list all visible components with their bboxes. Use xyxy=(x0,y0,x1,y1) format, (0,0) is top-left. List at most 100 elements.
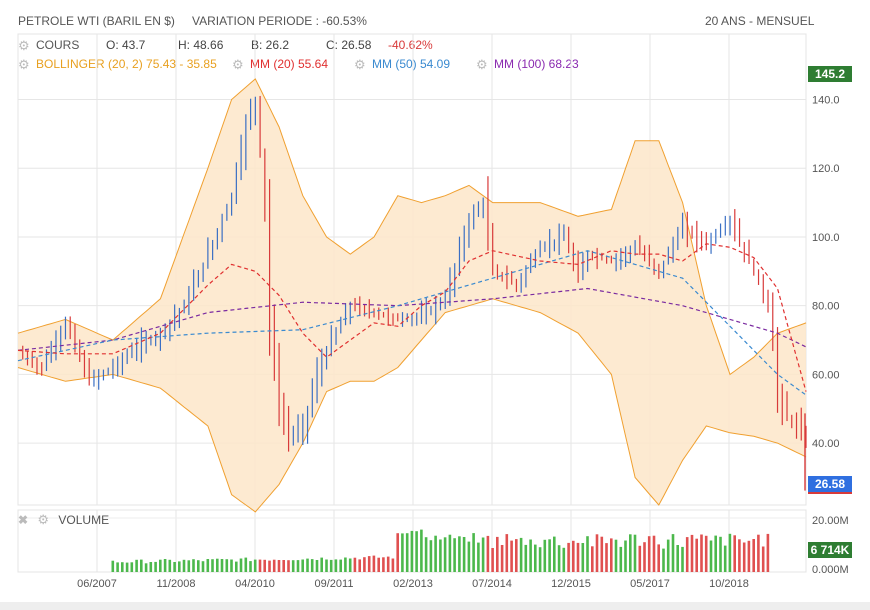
volume-bar xyxy=(220,559,224,572)
volume-bar xyxy=(272,559,276,572)
y-tick-label: 100.0 xyxy=(812,232,840,244)
gear-icon[interactable]: ⚙ xyxy=(37,512,50,527)
volume-bar xyxy=(662,548,665,572)
volume-bar xyxy=(339,559,342,572)
volume-bar xyxy=(690,534,694,572)
volume-bar xyxy=(382,557,385,572)
last-volume-badge: 6 714K xyxy=(808,542,852,558)
volume-bar xyxy=(605,543,608,572)
volume-bar xyxy=(140,559,143,572)
volume-bar xyxy=(405,533,409,572)
volume-bar xyxy=(249,561,252,572)
volume-bar xyxy=(562,547,566,572)
volume-bar xyxy=(576,542,580,572)
high-price-badge: 145.2 xyxy=(808,66,852,82)
volume-bar xyxy=(496,536,499,572)
volume-tick-top: 20.00M xyxy=(812,515,849,527)
volume-bar xyxy=(197,560,200,572)
volume-bar xyxy=(761,546,765,572)
volume-bar xyxy=(439,539,442,572)
close-icon[interactable]: ✖ xyxy=(18,513,29,527)
volume-bar xyxy=(415,531,418,572)
volume-bar xyxy=(216,558,219,572)
volume-bar xyxy=(567,542,570,572)
volume-bar xyxy=(491,548,494,572)
volume-bar xyxy=(647,536,651,572)
mm20-label: MM (20) 55.64 xyxy=(250,57,329,71)
volume-bar xyxy=(519,537,523,572)
gear-icon[interactable]: ⚙ xyxy=(476,57,488,72)
mm100-label: MM (100) 68.23 xyxy=(494,57,579,71)
volume-bar xyxy=(201,561,205,572)
volume-bar xyxy=(235,561,238,572)
x-axis-ticks: 06/2007 11/2008 04/2010 09/2011 02/2013 07/20… xyxy=(77,578,749,590)
volume-bar xyxy=(681,546,684,572)
volume-bar xyxy=(434,535,437,572)
volume-bar xyxy=(666,539,670,572)
volume-bar xyxy=(600,536,604,572)
volume-bar xyxy=(377,557,380,572)
price-bars xyxy=(22,95,807,491)
volume-bar xyxy=(159,559,162,572)
volume-bar xyxy=(182,559,186,572)
volume-bar xyxy=(747,540,751,572)
change-value: -40.62% xyxy=(388,38,433,52)
volume-bar xyxy=(329,559,333,572)
volume-bar xyxy=(738,539,741,572)
last-price-badge: 26.58 xyxy=(808,476,852,494)
volume-bar xyxy=(130,562,134,572)
volume-bar xyxy=(310,559,314,572)
volume-bar xyxy=(358,559,361,572)
volume-bar xyxy=(657,544,660,572)
volume-bar xyxy=(277,560,281,572)
volume-bar xyxy=(595,534,599,572)
volume-bar xyxy=(524,544,528,572)
volume-bar xyxy=(709,540,713,572)
volume-bar xyxy=(173,562,176,572)
volume-bar xyxy=(586,536,589,572)
period-selector[interactable]: 20 ANS - MENSUEL xyxy=(705,14,815,28)
volume-bar xyxy=(348,558,352,572)
volume-bar xyxy=(486,535,490,572)
x-tick-label: 02/2013 xyxy=(393,578,433,590)
x-tick-label: 05/2017 xyxy=(630,578,670,590)
volume-bar xyxy=(629,534,632,572)
volume-bar xyxy=(505,534,509,572)
volume-bar xyxy=(253,559,257,572)
volume-bar xyxy=(239,558,243,572)
footer-bar xyxy=(0,602,870,610)
volume-bar xyxy=(391,558,395,572)
x-tick-label: 11/2008 xyxy=(157,578,196,590)
gear-icon[interactable]: ⚙ xyxy=(18,38,30,53)
volume-bar xyxy=(410,530,414,572)
volume-bar xyxy=(301,559,304,572)
gear-icon[interactable]: ⚙ xyxy=(354,57,366,72)
volume-bar xyxy=(211,559,214,572)
volume-bar xyxy=(306,558,309,572)
volume-bar xyxy=(291,560,295,572)
volume-bar xyxy=(529,539,532,572)
bollinger-lower-line xyxy=(17,298,807,513)
volume-bar xyxy=(719,536,722,572)
volume-bar xyxy=(282,560,285,572)
mm100-line xyxy=(17,287,807,351)
volume-bar xyxy=(448,534,452,572)
gear-icon[interactable]: ⚙ xyxy=(18,57,30,72)
volume-bar xyxy=(353,557,357,572)
volume-bar xyxy=(325,559,328,572)
volume-bar xyxy=(420,529,423,572)
volume-bar xyxy=(149,562,153,572)
volume-bar xyxy=(443,537,447,572)
volume-bar xyxy=(704,535,708,572)
volume-bar xyxy=(614,539,618,572)
y-tick-label: 80.00 xyxy=(812,301,840,313)
gear-icon[interactable]: ⚙ xyxy=(232,57,244,72)
volume-bar xyxy=(766,533,770,572)
high-value: H: 48.66 xyxy=(178,38,224,52)
volume-bar xyxy=(363,557,366,572)
volume-bar xyxy=(572,540,575,572)
close-value: C: 26.58 xyxy=(326,38,372,52)
volume-bar xyxy=(296,560,300,572)
low-value: B: 26.2 xyxy=(251,38,290,52)
y-axis-ticks: 140.0 120.0 100.0 80.00 60.00 40.00 xyxy=(812,94,840,450)
